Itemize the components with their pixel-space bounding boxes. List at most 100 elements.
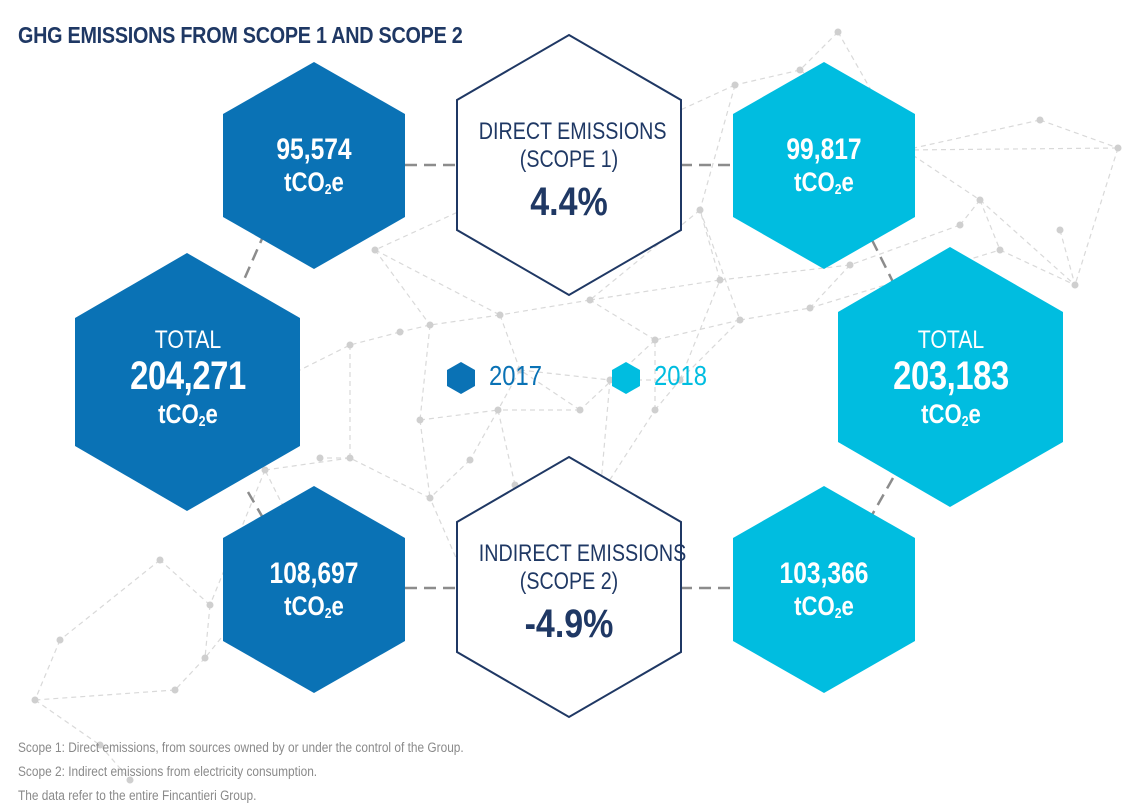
network-line <box>719 264 851 281</box>
network-node <box>976 196 984 204</box>
network-line <box>204 604 211 659</box>
network-node <box>426 321 434 329</box>
hexagon-scope2-change <box>456 455 682 719</box>
network-line <box>979 199 1076 286</box>
network-node <box>346 341 354 349</box>
network-line <box>699 84 736 211</box>
network-node <box>651 406 659 414</box>
network-node <box>696 206 704 214</box>
network-node <box>156 556 164 564</box>
network-node <box>516 366 524 374</box>
network-node <box>206 601 214 609</box>
unit-label: tCO2e <box>284 590 344 622</box>
network-line <box>599 379 611 496</box>
network-node <box>731 81 739 89</box>
network-line <box>174 657 206 691</box>
scope1-2017-value-block: 95,574 tCO2e <box>224 133 404 198</box>
network-line <box>809 264 851 309</box>
connector-lines <box>241 163 895 590</box>
network-line <box>59 559 161 641</box>
scope1-2017-value: 95,574 <box>276 133 352 166</box>
network-node <box>316 454 324 462</box>
network-line <box>959 199 981 226</box>
network-node <box>346 454 354 462</box>
connector-total-2017-bottom <box>246 491 272 531</box>
network-node <box>496 311 504 319</box>
network-line <box>999 249 1076 286</box>
network-line <box>699 209 721 281</box>
network-node <box>576 406 584 414</box>
legend-label-2017: 2017 <box>489 360 542 391</box>
scope2-label-line1: INDIRECT EMISSIONS <box>478 540 687 567</box>
network-line <box>99 744 131 781</box>
network-line <box>497 369 521 411</box>
network-node <box>426 494 434 502</box>
network-line <box>349 457 431 499</box>
hexagon-scope2-2017 <box>223 486 405 693</box>
network-line <box>904 147 1119 151</box>
network-line <box>374 249 431 326</box>
network-node <box>846 261 854 269</box>
legend-marker-2017 <box>447 362 475 394</box>
network-line <box>34 639 61 701</box>
scope2-2018-value: 103,366 <box>779 557 869 590</box>
network-line <box>469 409 499 461</box>
scope1-label-line1: DIRECT EMISSIONS <box>478 118 667 145</box>
network-line <box>979 199 1001 251</box>
scope1-change-value: 4.4% <box>530 180 608 225</box>
network-line <box>499 314 521 371</box>
network-node <box>996 246 1004 254</box>
network-line <box>429 497 471 591</box>
scope1-label-line2: (SCOPE 1) <box>519 145 619 173</box>
network-node <box>736 316 744 324</box>
network-node <box>371 246 379 254</box>
network-line <box>399 324 431 333</box>
hexagon-total-2018 <box>838 247 1063 507</box>
network-node <box>494 406 502 414</box>
network-line <box>34 699 101 746</box>
network-node <box>796 66 804 74</box>
network-line <box>519 369 611 381</box>
network-node <box>1036 116 1044 124</box>
network-node <box>96 741 104 749</box>
scope1-2018-value-block: 99,817 tCO2e <box>734 133 914 198</box>
network-node <box>1056 226 1064 234</box>
network-line <box>734 69 801 86</box>
total-2017-value: 204,271 <box>130 354 246 398</box>
hexagon-scope1-change <box>456 33 682 297</box>
footnote-scope1: Scope 1: Direct emissions, from sources … <box>18 740 464 755</box>
network-node <box>466 456 474 464</box>
network-line <box>589 279 721 301</box>
total-2017-block: TOTAL 204,271 tCO2e <box>77 326 299 430</box>
network-line <box>374 249 501 316</box>
network-line <box>497 409 516 486</box>
scope1-2018-value: 99,817 <box>786 133 862 166</box>
hexagon-scope2-2018 <box>733 486 915 693</box>
network-line <box>1059 229 1076 286</box>
unit-label: tCO2e <box>794 590 854 622</box>
page-title: GHG EMISSIONS FROM SCOPE 1 AND SCOPE 2 <box>18 22 463 48</box>
network-line <box>654 319 741 341</box>
network-node <box>1071 281 1079 289</box>
unit-label: tCO2e <box>794 166 854 198</box>
network-line <box>419 324 431 421</box>
network-node <box>56 636 64 644</box>
network-node <box>956 221 964 229</box>
network-line <box>1039 119 1119 149</box>
network-line <box>429 314 501 326</box>
network-line <box>34 689 176 701</box>
network-line <box>519 369 581 411</box>
network-line <box>1074 147 1119 286</box>
scope2-2017-value-block: 108,697 tCO2e <box>224 557 404 622</box>
network-line <box>499 299 591 316</box>
connector-total-2018-top <box>870 239 895 283</box>
network-line <box>429 459 471 499</box>
network-node <box>716 276 724 284</box>
footnotes: Scope 1: Direct emissions, from sources … <box>18 736 464 808</box>
hexagon-total-2017 <box>75 253 300 511</box>
scope1-change-block: DIRECT EMISSIONS (SCOPE 1) 4.4% <box>459 118 679 225</box>
network-line <box>264 457 351 471</box>
network-line <box>159 559 211 606</box>
connector-total-2017-top <box>241 231 267 283</box>
hexagon-scope1-2018 <box>733 62 915 269</box>
